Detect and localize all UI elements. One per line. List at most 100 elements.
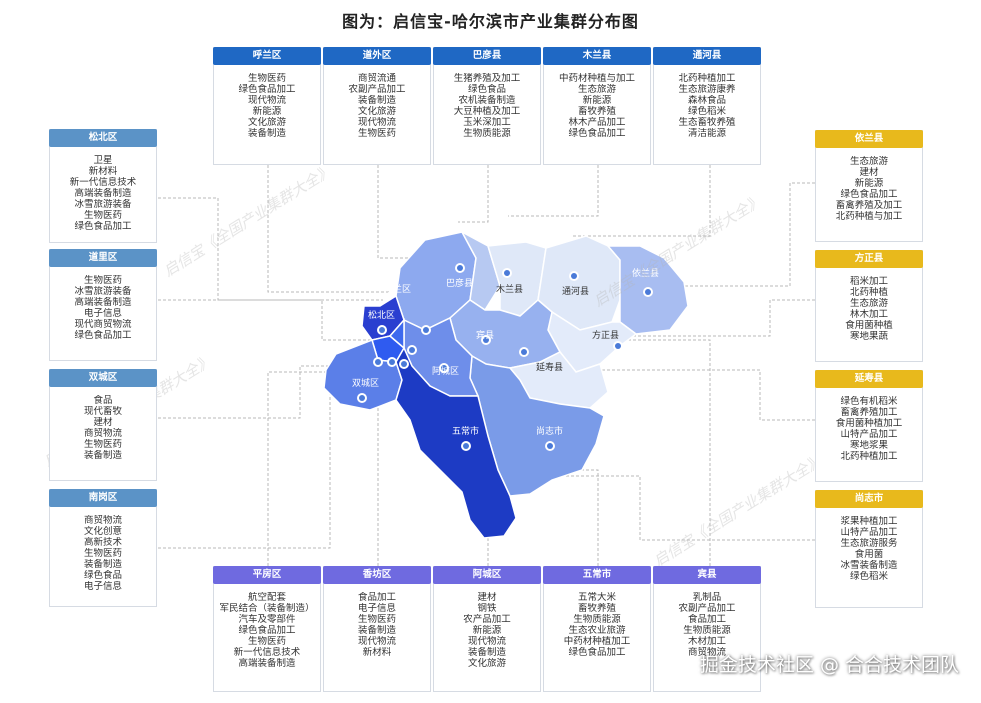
map-dot xyxy=(375,359,381,365)
industry-item: 食用菌种植 xyxy=(845,320,893,331)
industry-item: 新能源 xyxy=(854,178,884,189)
map-dot xyxy=(463,443,469,449)
card-header: 尚志市 xyxy=(815,490,923,508)
industry-item: 生物质能源 xyxy=(463,128,511,139)
industry-item: 建材 xyxy=(477,592,497,603)
industry-item: 钢铁 xyxy=(477,603,497,614)
card-items: 生物医药 绿色食品加工 现代物流 新能源 文化旅游 装备制造 xyxy=(214,65,320,139)
industry-item: 现代物流 xyxy=(357,117,396,128)
industry-item: 生态旅游服务 xyxy=(840,538,898,549)
map-region-label: 双城区 xyxy=(352,378,379,389)
card-acheng: 阿城区 建材 钢铁 农产品加工 新能源 现代物流 装备制造 文化旅游 xyxy=(433,566,541,692)
industry-item: 新一代信息技术 xyxy=(69,177,137,188)
industry-item: 北药种植与加工 xyxy=(835,211,903,222)
industry-item: 绿色食品加工 xyxy=(238,84,296,95)
industry-item: 高端装备制造 xyxy=(238,658,296,669)
card-items: 稻米加工 北药种植 生态旅游 林木加工 食用菌种植 寒地果蔬 xyxy=(816,268,922,342)
card-header: 宾县 xyxy=(653,566,761,584)
card-items: 北药种植加工 生态旅游康养 森林食品 绿色稻米 生态畜牧养殖 清洁能源 xyxy=(654,65,760,139)
industry-item: 生物医药 xyxy=(247,73,286,84)
card-hulan: 呼兰区 生物医药 绿色食品加工 现代物流 新能源 文化旅游 装备制造 xyxy=(213,47,321,165)
industry-item: 现代畜牧 xyxy=(83,406,122,417)
map-region-label: 五常市 xyxy=(452,425,479,437)
industry-item: 北药种植 xyxy=(849,287,888,298)
industry-item: 生物医药 xyxy=(247,636,286,647)
industry-item: 现代物流 xyxy=(467,636,506,647)
industry-item: 冰雪旅游装备 xyxy=(74,286,132,297)
region-nangang xyxy=(388,318,405,350)
industry-item: 林木加工 xyxy=(849,309,888,320)
industry-item: 高新技术 xyxy=(83,537,122,548)
industry-item: 商贸物流 xyxy=(83,515,122,526)
card-items: 乳制品 农副产品加工 食品加工 生物质能源 木材加工 商贸物流 xyxy=(654,584,760,658)
industry-item: 食品加工 xyxy=(357,592,396,603)
industry-item: 森林食品 xyxy=(687,95,726,106)
industry-item: 北药种植加工 xyxy=(678,73,736,84)
region-wuchang xyxy=(395,346,517,539)
map-region-label: 宾县 xyxy=(476,329,494,341)
card-fangzheng: 方正县 稻米加工 北药种植 生态旅游 林木加工 食用菌种植 寒地果蔬 xyxy=(815,250,923,362)
card-items: 卫星 新材料 新一代信息技术 高端装备制造 冰雪旅游装备 生物医药 绿色食品加工 xyxy=(50,147,156,232)
industry-item: 绿色食品加工 xyxy=(74,221,132,232)
card-header: 方正县 xyxy=(815,250,923,268)
industry-item: 绿色食品加工 xyxy=(840,189,898,200)
map-dot xyxy=(379,327,385,333)
industry-item: 生态畜牧养殖 xyxy=(678,117,736,128)
map-region-label: 阿城区 xyxy=(432,366,459,377)
industry-item: 电子信息 xyxy=(83,581,122,592)
card-items: 建材 钢铁 农产品加工 新能源 现代物流 装备制造 文化旅游 xyxy=(434,584,540,669)
card-header: 松北区 xyxy=(49,129,157,147)
industry-item: 中药材种植加工 xyxy=(563,636,631,647)
industry-item: 高端装备制造 xyxy=(74,297,132,308)
card-tonghe: 通河县 北药种植加工 生态旅游康养 森林食品 绿色稻米 生态畜牧养殖 清洁能源 xyxy=(653,47,761,165)
card-items: 绿色有机稻米 畜禽养殖加工 食用菌种植加工 山特产品加工 寒地浆果 北药种植加工 xyxy=(816,388,922,462)
card-items: 食品加工 电子信息 生物医药 装备制造 现代物流 新材料 xyxy=(324,584,430,658)
industry-item: 生态旅游康养 xyxy=(678,84,736,95)
industry-item: 浆果种植加工 xyxy=(840,516,898,527)
industry-item: 装备制造 xyxy=(83,450,122,461)
industry-item: 绿色食品加工 xyxy=(568,647,626,658)
industry-item: 文化旅游 xyxy=(247,117,286,128)
industry-item: 生物医药 xyxy=(357,614,396,625)
card-pingfang: 平房区 航空配套 军民结合（装备制造） 汽车及零部件 绿色食品加工 生物医药 新一代信息技术… xyxy=(213,566,321,692)
industry-item: 卫星 xyxy=(93,155,113,166)
industry-item: 食用菌 xyxy=(854,549,884,560)
industry-item: 汽车及零部件 xyxy=(238,614,296,625)
industry-item: 生物医药 xyxy=(83,439,122,450)
card-wuchang: 五常市 五常大米 畜牧养殖 生物质能源 生态农业旅游 中药材种植加工 绿色食品加工 xyxy=(543,566,651,692)
card-items: 生物医药 冰雪旅游装备 高端装备制造 电子信息 现代商贸物流 绿色食品加工 xyxy=(50,267,156,341)
industry-item: 北药种植加工 xyxy=(840,451,898,462)
industry-item: 农副产品加工 xyxy=(678,603,736,614)
card-header: 阿城区 xyxy=(433,566,541,584)
industry-item: 绿色稻米 xyxy=(687,106,726,117)
industry-item: 生物医药 xyxy=(83,210,122,221)
industry-item: 乳制品 xyxy=(692,592,722,603)
map-dot xyxy=(423,327,429,333)
card-header: 道里区 xyxy=(49,249,157,267)
industry-item: 文化旅游 xyxy=(467,658,506,669)
card-header: 香坊区 xyxy=(323,566,431,584)
industry-item: 装备制造 xyxy=(467,647,506,658)
card-header: 双城区 xyxy=(49,369,157,387)
industry-item: 畜禽养殖及加工 xyxy=(835,200,903,211)
card-bin: 宾县 乳制品 农副产品加工 食品加工 生物质能源 木材加工 商贸物流 xyxy=(653,566,761,692)
card-shuangcheng: 双城区 食品 现代畜牧 建材 商贸物流 生物医药 装备制造 xyxy=(49,369,157,481)
map-region-label: 依兰县 xyxy=(632,267,659,279)
card-items: 航空配套 军民结合（装备制造） 汽车及零部件 绿色食品加工 生物医药 新一代信息技术 高端装… xyxy=(214,584,320,669)
card-header: 南岗区 xyxy=(49,489,157,507)
card-header: 五常市 xyxy=(543,566,651,584)
card-header: 平房区 xyxy=(213,566,321,584)
industry-item: 寒地果蔬 xyxy=(849,331,888,342)
industry-item: 文化旅游 xyxy=(357,106,396,117)
map-dot xyxy=(521,349,527,355)
industry-item: 生物医药 xyxy=(357,128,396,139)
map-region-label: 木兰县 xyxy=(496,283,523,295)
industry-item: 现代商贸物流 xyxy=(74,319,132,330)
industry-item: 高端装备制造 xyxy=(74,188,132,199)
card-header: 巴彦县 xyxy=(433,47,541,65)
industry-item: 新材料 xyxy=(362,647,392,658)
industry-item: 大豆种植及加工 xyxy=(453,106,521,117)
map-dot xyxy=(457,265,463,271)
card-items: 生态旅游 建材 新能源 绿色食品加工 畜禽养殖及加工 北药种植与加工 xyxy=(816,148,922,222)
industry-item: 军民结合（装备制造） xyxy=(219,603,315,614)
